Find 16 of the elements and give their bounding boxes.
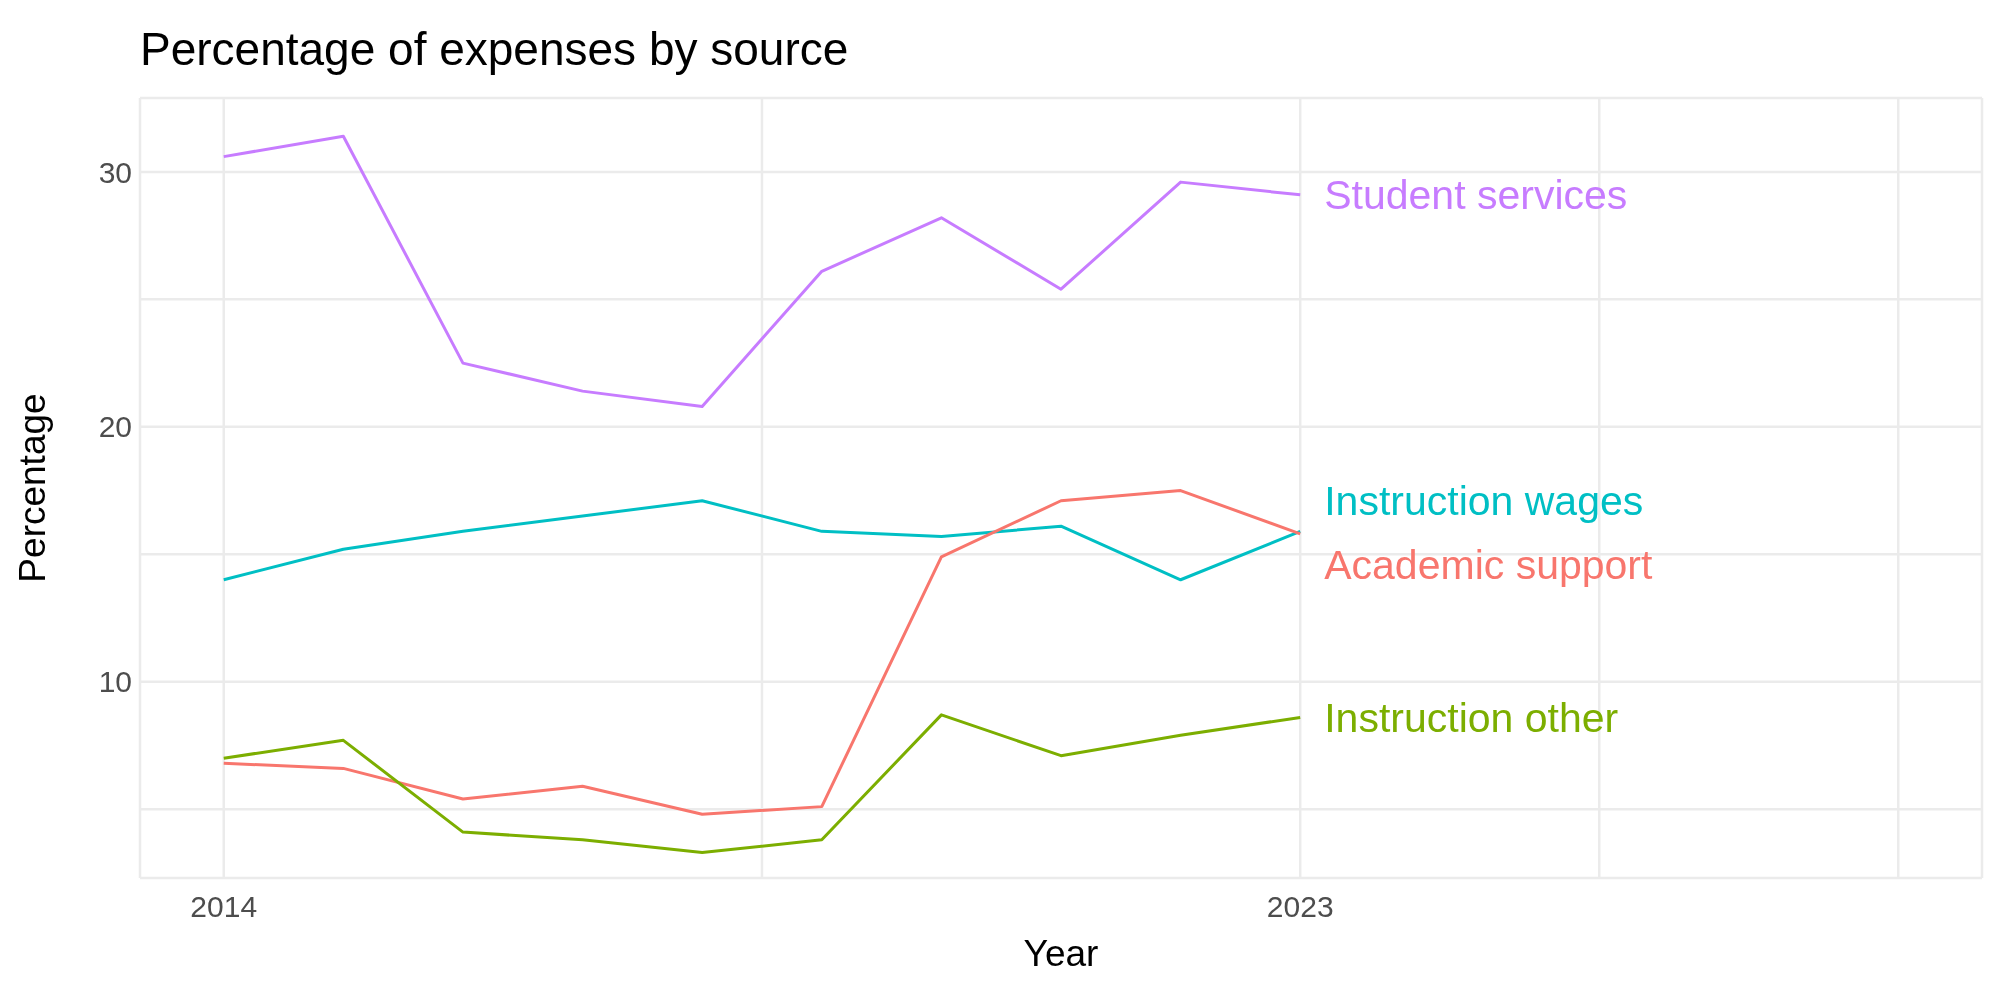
series-label: Student services (1324, 172, 1628, 219)
y-tick-label: 20 (98, 410, 132, 444)
series-label: Instruction wages (1324, 478, 1644, 525)
line-series (222, 134, 1302, 408)
chart-title: Percentage of expenses by source (140, 22, 849, 76)
series-label: Academic support (1324, 541, 1653, 588)
x-tick-label: 2014 (190, 890, 258, 924)
series-label: Instruction other (1324, 694, 1619, 741)
x-axis-title: Year (1023, 933, 1099, 974)
x-tick-label: 2023 (1266, 890, 1334, 924)
line-series (222, 499, 1302, 582)
line-series (222, 489, 1302, 816)
y-axis-title: Percentage (12, 393, 54, 583)
y-tick-label: 30 (98, 155, 132, 189)
line-series (222, 713, 1302, 855)
y-tick-label: 10 (98, 665, 132, 699)
